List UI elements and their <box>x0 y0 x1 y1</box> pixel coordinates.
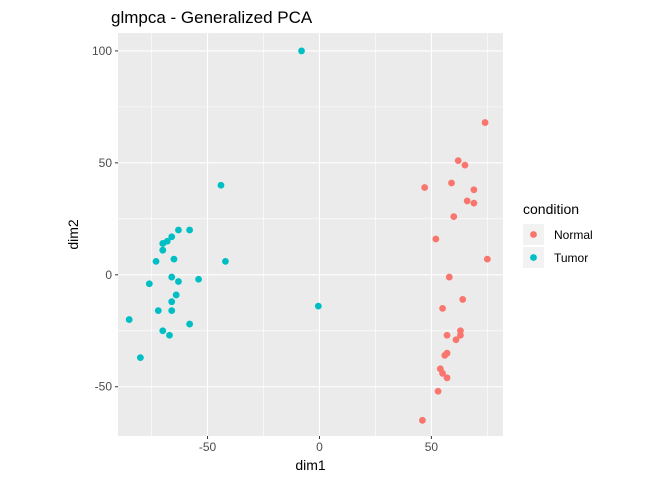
normal-point <box>481 119 489 126</box>
legend-title: condition <box>523 201 579 217</box>
normal-point <box>419 416 426 424</box>
normal-point <box>432 235 440 243</box>
normal-point <box>450 213 458 220</box>
y-tick-label: 0 <box>105 268 112 282</box>
tumor-point <box>314 302 322 310</box>
tumor-point <box>136 354 144 362</box>
tumor-point <box>159 246 167 254</box>
y-tick-label: -50 <box>95 380 113 394</box>
y-tick-label: 100 <box>92 44 112 58</box>
y-axis-title: dim2 <box>65 219 81 250</box>
normal-point <box>448 179 455 187</box>
tumor-point <box>159 240 167 247</box>
tumor-legend-key <box>530 254 537 261</box>
legend-label-tumor: Tumor <box>554 251 588 265</box>
normal-point <box>483 255 491 263</box>
normal-point <box>463 197 471 205</box>
tumor-point <box>186 320 194 328</box>
x-tick-label: -50 <box>199 440 217 454</box>
normal-point <box>421 184 429 191</box>
tumor-point <box>186 226 194 234</box>
normal-point <box>461 161 469 169</box>
tumor-point <box>168 233 176 241</box>
tumor-point <box>195 275 202 283</box>
normal-point <box>439 304 446 312</box>
tumor-point <box>168 273 176 281</box>
tumor-point <box>125 316 133 323</box>
tumor-point <box>168 307 176 315</box>
tumor-point <box>175 226 182 234</box>
tumor-point <box>159 327 167 335</box>
tumor-point <box>298 47 305 55</box>
y-tick-label: 50 <box>99 156 113 170</box>
tumor-point <box>222 257 229 265</box>
tumor-point <box>175 278 182 285</box>
tumor-point <box>145 280 153 288</box>
tumor-point <box>168 298 176 306</box>
normal-legend-key <box>530 231 537 238</box>
normal-point <box>459 296 467 303</box>
tumor-point <box>172 291 180 299</box>
tumor-point <box>154 307 162 315</box>
x-axis-title: dim1 <box>295 457 326 473</box>
legend-label-normal: Normal <box>554 228 593 242</box>
normal-point <box>443 331 451 339</box>
tumor-point <box>152 257 160 265</box>
x-tick-label: 50 <box>425 440 439 454</box>
x-tick-label: 0 <box>316 440 323 454</box>
normal-point <box>439 369 446 377</box>
chart-title: glmpca - Generalized PCA <box>111 8 313 27</box>
normal-point <box>470 199 478 207</box>
normal-point <box>452 336 460 344</box>
normal-point <box>454 157 462 165</box>
normal-point <box>445 273 453 281</box>
tumor-point <box>166 331 173 339</box>
normal-point <box>457 331 464 339</box>
tumor-point <box>217 181 225 189</box>
normal-point <box>443 374 451 382</box>
normal-point <box>470 186 478 194</box>
normal-point <box>434 387 442 395</box>
normal-point <box>441 352 449 359</box>
tumor-point <box>170 255 178 263</box>
